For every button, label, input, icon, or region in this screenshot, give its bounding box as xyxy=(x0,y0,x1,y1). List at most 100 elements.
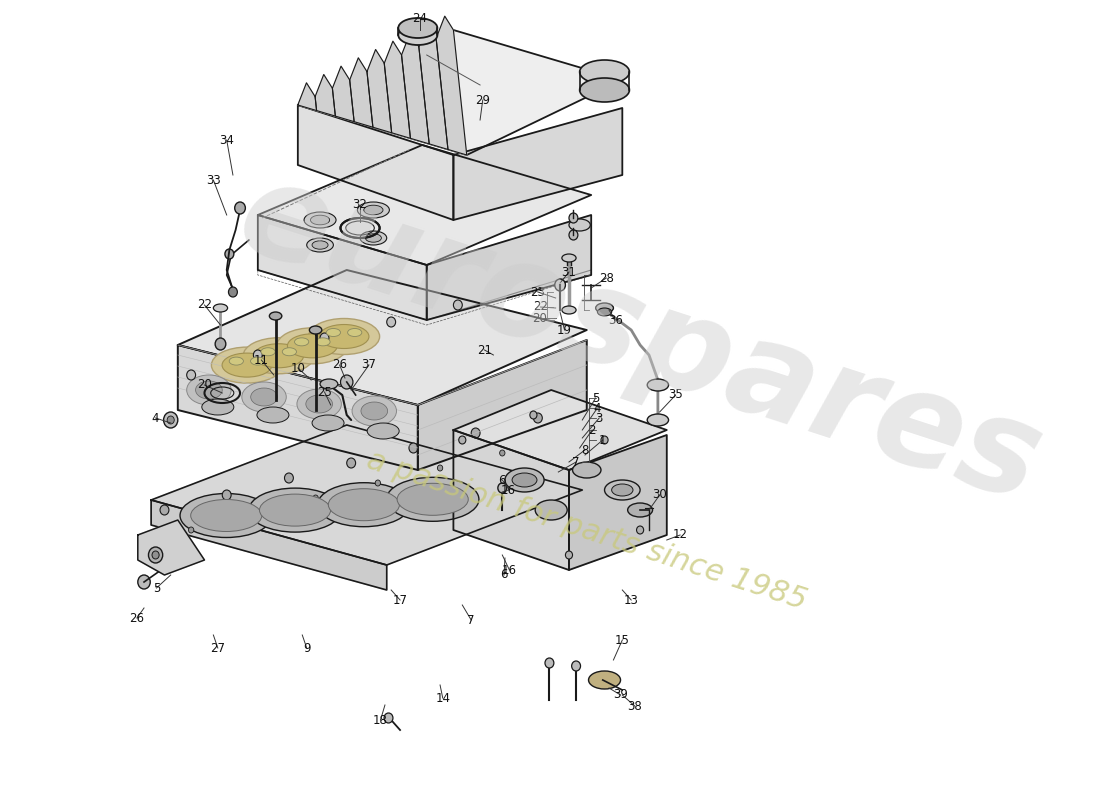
Text: 4: 4 xyxy=(594,402,602,414)
Ellipse shape xyxy=(277,328,348,364)
Text: 12: 12 xyxy=(672,529,688,542)
Text: 25: 25 xyxy=(317,386,332,398)
Text: 20: 20 xyxy=(197,378,212,391)
Circle shape xyxy=(251,512,256,518)
Text: 33: 33 xyxy=(206,174,221,186)
Text: 16: 16 xyxy=(502,563,517,577)
Ellipse shape xyxy=(352,396,396,426)
Circle shape xyxy=(544,658,554,668)
Text: 7: 7 xyxy=(468,614,475,626)
Text: 32: 32 xyxy=(353,198,367,211)
Ellipse shape xyxy=(595,303,614,313)
Text: 24: 24 xyxy=(412,11,427,25)
Polygon shape xyxy=(298,83,317,110)
Ellipse shape xyxy=(360,231,387,245)
Ellipse shape xyxy=(365,234,382,242)
Ellipse shape xyxy=(348,329,362,337)
Ellipse shape xyxy=(251,388,277,406)
Circle shape xyxy=(152,551,160,559)
Text: 22: 22 xyxy=(197,298,212,311)
Text: 13: 13 xyxy=(624,594,639,606)
Ellipse shape xyxy=(254,344,304,368)
Polygon shape xyxy=(298,105,453,220)
Ellipse shape xyxy=(580,78,629,102)
Circle shape xyxy=(138,575,151,589)
Ellipse shape xyxy=(386,478,478,522)
Text: 6: 6 xyxy=(498,474,506,486)
Text: 19: 19 xyxy=(557,323,572,337)
Text: 11: 11 xyxy=(254,354,268,366)
Text: 9: 9 xyxy=(302,642,310,654)
Circle shape xyxy=(498,483,507,493)
Text: 20: 20 xyxy=(532,311,547,325)
Ellipse shape xyxy=(196,381,222,399)
Ellipse shape xyxy=(304,212,337,228)
Polygon shape xyxy=(178,345,418,470)
Circle shape xyxy=(565,551,572,559)
Ellipse shape xyxy=(287,334,338,358)
Ellipse shape xyxy=(211,347,283,383)
Circle shape xyxy=(601,436,608,444)
Circle shape xyxy=(312,495,318,501)
Text: 15: 15 xyxy=(615,634,630,646)
Text: 26: 26 xyxy=(332,358,348,371)
Text: 16: 16 xyxy=(500,483,516,497)
Ellipse shape xyxy=(572,462,601,478)
Ellipse shape xyxy=(505,468,544,492)
Polygon shape xyxy=(257,145,591,265)
Ellipse shape xyxy=(605,480,640,500)
Text: 30: 30 xyxy=(652,489,667,502)
Circle shape xyxy=(569,230,578,240)
Polygon shape xyxy=(367,50,392,133)
Circle shape xyxy=(253,350,262,360)
Circle shape xyxy=(569,213,578,223)
Ellipse shape xyxy=(251,357,265,365)
Circle shape xyxy=(188,527,194,533)
Ellipse shape xyxy=(242,382,286,412)
Ellipse shape xyxy=(257,407,289,423)
Text: 8: 8 xyxy=(581,443,589,457)
Polygon shape xyxy=(402,33,429,144)
Ellipse shape xyxy=(361,402,387,420)
Circle shape xyxy=(384,713,393,723)
Circle shape xyxy=(160,505,169,515)
Circle shape xyxy=(346,458,355,468)
Circle shape xyxy=(285,473,294,483)
Polygon shape xyxy=(418,340,586,470)
Text: 37: 37 xyxy=(362,358,376,371)
Text: a passion for parts since 1985: a passion for parts since 1985 xyxy=(363,445,811,615)
Text: 22: 22 xyxy=(534,301,548,314)
Circle shape xyxy=(409,443,418,453)
Text: 26: 26 xyxy=(130,611,144,625)
Polygon shape xyxy=(298,30,623,155)
Ellipse shape xyxy=(201,399,234,415)
Ellipse shape xyxy=(213,304,228,312)
Ellipse shape xyxy=(306,395,332,413)
Polygon shape xyxy=(427,215,591,320)
Ellipse shape xyxy=(309,326,322,334)
Ellipse shape xyxy=(260,494,331,526)
Circle shape xyxy=(164,412,178,428)
Ellipse shape xyxy=(562,306,576,314)
Circle shape xyxy=(375,480,381,486)
Ellipse shape xyxy=(229,357,243,365)
Circle shape xyxy=(320,333,329,343)
Ellipse shape xyxy=(295,338,309,346)
Text: 7: 7 xyxy=(572,455,580,469)
Text: eurospares: eurospares xyxy=(223,150,1057,530)
Ellipse shape xyxy=(190,499,262,531)
Text: 38: 38 xyxy=(627,699,642,713)
Ellipse shape xyxy=(580,60,629,84)
Text: 34: 34 xyxy=(219,134,234,146)
Ellipse shape xyxy=(249,488,341,532)
Circle shape xyxy=(341,375,353,389)
Ellipse shape xyxy=(513,473,537,487)
Ellipse shape xyxy=(261,348,275,356)
Polygon shape xyxy=(350,58,373,127)
Text: 18: 18 xyxy=(373,714,388,726)
Text: 5: 5 xyxy=(592,391,600,405)
Text: 4: 4 xyxy=(152,411,160,425)
Ellipse shape xyxy=(647,379,669,391)
Circle shape xyxy=(534,413,542,423)
Ellipse shape xyxy=(222,353,272,377)
